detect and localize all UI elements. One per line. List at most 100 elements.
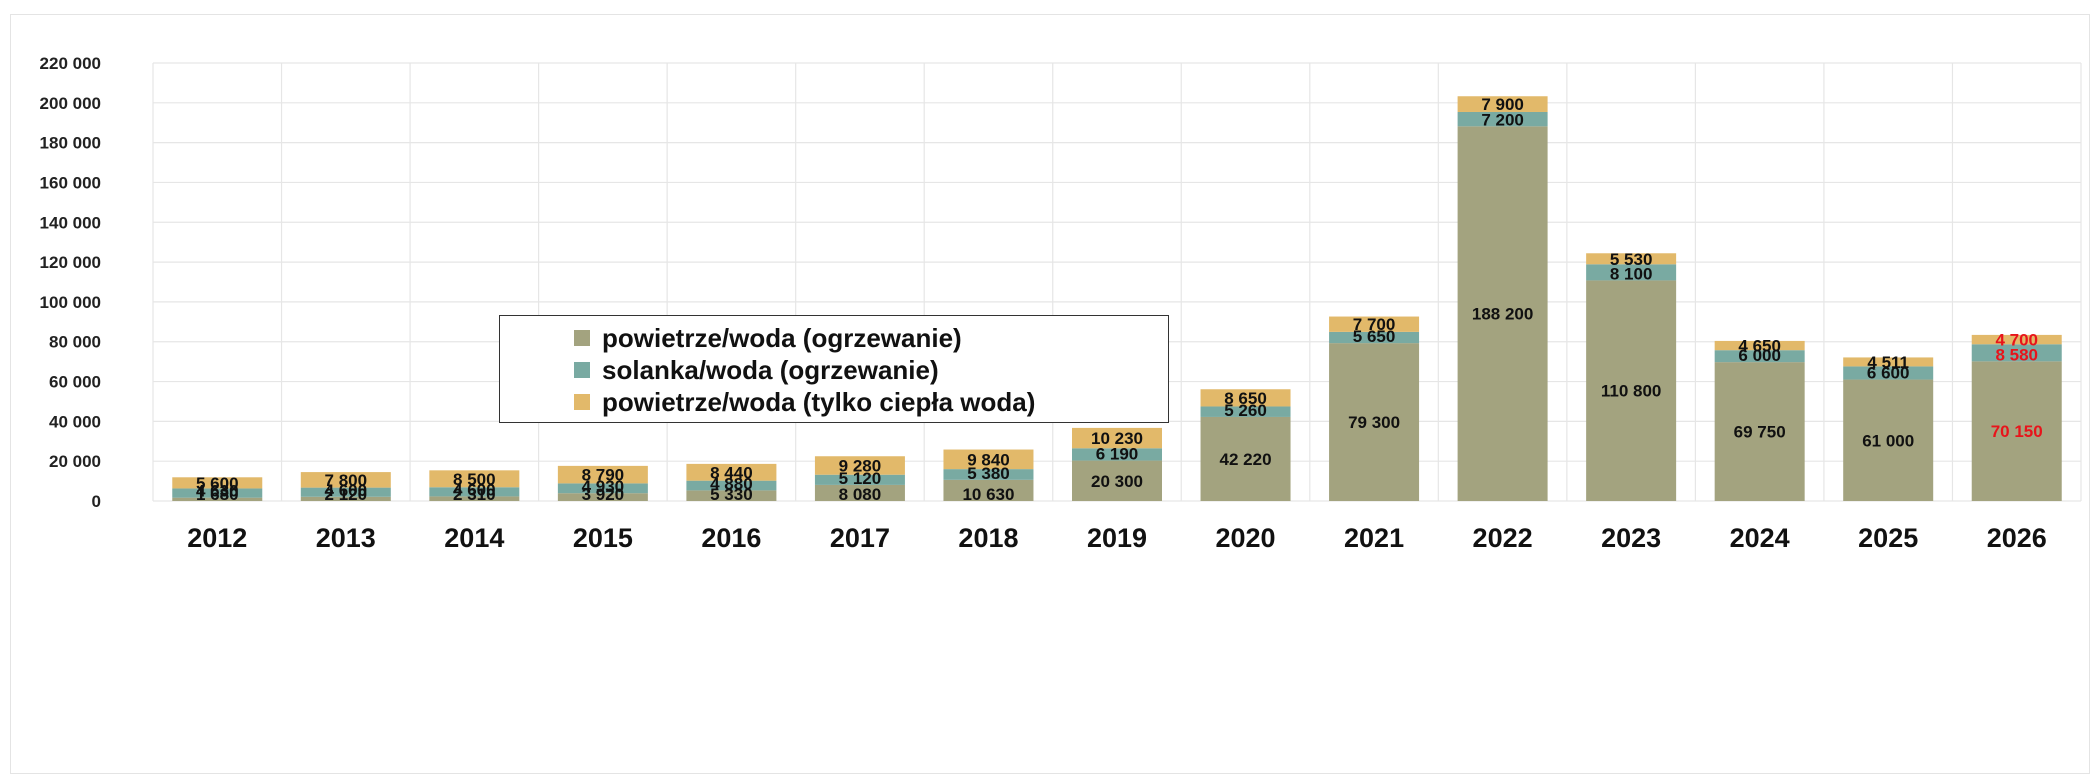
data-label-2021-series-2: 7 700 (1353, 315, 1396, 334)
data-label-2023-series-1: 8 100 (1610, 264, 1653, 283)
bar-segment-2023-series-2 (1586, 253, 1677, 265)
bar-segment-2016-series-1 (686, 480, 777, 491)
y-tick-label: 140 000 (40, 213, 101, 232)
data-label-2019-series-1: 6 190 (1096, 445, 1139, 464)
data-label-2013-series-1: 4 600 (325, 481, 368, 500)
x-tick-label-2026: 2026 (1987, 523, 2047, 553)
bar-segment-2026-series-0 (1971, 361, 2062, 501)
data-label-2023-series-2: 5 530 (1610, 250, 1653, 269)
bar-segment-2013-series-1 (300, 487, 391, 497)
bar-segment-2022-series-1 (1457, 111, 1548, 127)
legend-item-series-1: solanka/woda (ogrzewanie) (574, 354, 1168, 386)
data-label-2022-series-0: 188 200 (1472, 305, 1533, 324)
y-tick-label: 20 000 (49, 452, 101, 471)
bar-segment-2015-series-0 (557, 493, 648, 501)
bar-segment-2013-series-0 (300, 496, 391, 501)
x-axis: 2012 2013 2014 2015 2016 2017 2018 2019 2020 2021… (187, 523, 2047, 553)
chart-frame: 1 680 4 630 5 600 2 120 4 600 7 800 2 310 4 600… (10, 14, 2090, 774)
bar-segment-2017-series-0 (814, 484, 905, 501)
legend-item-series-2: powietrze/woda (tylko ciepła woda) (574, 386, 1168, 418)
x-tick-label-2018: 2018 (958, 523, 1018, 553)
data-label-2026-series-0: 70 150 (1991, 422, 2043, 441)
data-label-2020-series-1: 5 260 (1224, 401, 1267, 420)
data-label-2017-series-2: 9 280 (839, 456, 882, 475)
data-label-2016-series-1: 4 880 (710, 474, 753, 493)
y-tick-label: 160 000 (40, 173, 101, 192)
x-tick-label-2020: 2020 (1215, 523, 1275, 553)
data-label-2018-series-1: 5 380 (967, 464, 1010, 483)
legend: powietrze/woda (ogrzewanie) solanka/woda… (499, 315, 1169, 423)
data-label-2014-series-2: 8 500 (453, 470, 496, 489)
legend-item-series-0: powietrze/woda (ogrzewanie) (574, 322, 1168, 354)
data-label-2015-series-2: 8 790 (582, 466, 625, 485)
data-label-2014-series-0: 2 310 (453, 485, 496, 504)
bar-segment-2024-series-0 (1714, 362, 1805, 501)
x-tick-label-2014: 2014 (444, 523, 504, 553)
data-label-2026-series-2: 4 700 (1995, 331, 2038, 350)
data-label-2025-series-0: 61 000 (1862, 431, 1914, 450)
bar-segment-2025-series-0 (1843, 379, 1934, 501)
y-tick-label: 80 000 (49, 333, 101, 352)
data-label-2012-series-0: 1 680 (196, 485, 239, 504)
bar-segment-2019-series-1 (1072, 448, 1162, 461)
x-tick-label-2021: 2021 (1344, 523, 1404, 553)
data-label-2024-series-0: 69 750 (1734, 423, 1786, 442)
bar-segment-2021-series-2 (1329, 316, 1420, 332)
data-label-2021-series-0: 79 300 (1348, 413, 1400, 432)
bar-segment-2019-series-0 (1072, 460, 1162, 501)
legend-label-0: powietrze/woda (ogrzewanie) (602, 322, 962, 353)
x-tick-label-2016: 2016 (701, 523, 761, 553)
y-tick-label: 200 000 (40, 94, 101, 113)
x-tick-label-2022: 2022 (1473, 523, 1533, 553)
data-label-2023-series-0: 110 800 (1601, 382, 1662, 401)
bar-segment-2020-series-2 (1200, 389, 1291, 407)
data-label-2017-series-0: 8 080 (839, 485, 882, 504)
bars-layer (172, 96, 2062, 501)
y-tick-label: 0 (92, 492, 101, 511)
x-tick-label-2024: 2024 (1730, 523, 1790, 553)
y-tick-label: 60 000 (49, 373, 101, 392)
data-label-2020-series-0: 42 220 (1220, 450, 1272, 469)
x-tick-label-2015: 2015 (573, 523, 633, 553)
data-label-2016-series-2: 8 440 (710, 463, 753, 482)
data-label-2024-series-2: 4 650 (1738, 337, 1781, 356)
bar-segment-2016-series-2 (686, 463, 777, 481)
x-tick-label-2023: 2023 (1601, 523, 1661, 553)
data-label-2021-series-1: 5 650 (1353, 327, 1396, 346)
x-tick-label-2025: 2025 (1858, 523, 1918, 553)
data-label-2025-series-2: 4 511 (1867, 353, 1909, 372)
bar-segment-2017-series-2 (814, 456, 905, 475)
data-label-2024-series-1: 6 000 (1738, 346, 1781, 365)
bar-segment-2022-series-2 (1457, 96, 1548, 112)
bar-segment-2014-series-0 (429, 496, 520, 501)
x-tick-label-2012: 2012 (187, 523, 247, 553)
data-label-2012-series-1: 4 630 (196, 482, 239, 501)
bar-segment-2019-series-2 (1072, 427, 1162, 449)
data-label-2016-series-0: 5 330 (710, 485, 753, 504)
y-tick-label: 180 000 (40, 134, 101, 153)
x-tick-label-2013: 2013 (316, 523, 376, 553)
bar-segment-2018-series-2 (943, 449, 1034, 470)
data-label-2013-series-0: 2 120 (325, 485, 368, 504)
bar-segment-2020-series-0 (1200, 416, 1291, 501)
legend-swatch-2 (574, 394, 590, 410)
data-label-2018-series-0: 10 630 (962, 485, 1014, 504)
legend-swatch-1 (574, 362, 590, 378)
bar-segment-2026-series-1 (1971, 344, 2062, 362)
data-label-2017-series-1: 5 120 (839, 469, 882, 488)
x-tick-label-2017: 2017 (830, 523, 890, 553)
y-axis: 0 20 000 40 000 60 000 80 000 100 000 120 000 1… (40, 54, 101, 511)
bar-segment-2022-series-0 (1457, 126, 1548, 501)
bar-segment-2024-series-1 (1714, 350, 1805, 363)
y-tick-label: 40 000 (49, 412, 101, 431)
data-label-2014-series-1: 4 600 (453, 480, 496, 499)
bar-segment-2018-series-0 (943, 479, 1034, 501)
data-label-2015-series-0: 3 920 (582, 485, 625, 504)
bar-segment-2015-series-2 (557, 465, 648, 484)
y-tick-label: 220 000 (40, 54, 101, 73)
bar-segment-2023-series-0 (1586, 280, 1677, 501)
data-label-2015-series-1: 4 930 (582, 477, 625, 496)
bar-segment-2014-series-2 (429, 470, 520, 488)
data-label-2012-series-2: 5 600 (196, 474, 239, 493)
